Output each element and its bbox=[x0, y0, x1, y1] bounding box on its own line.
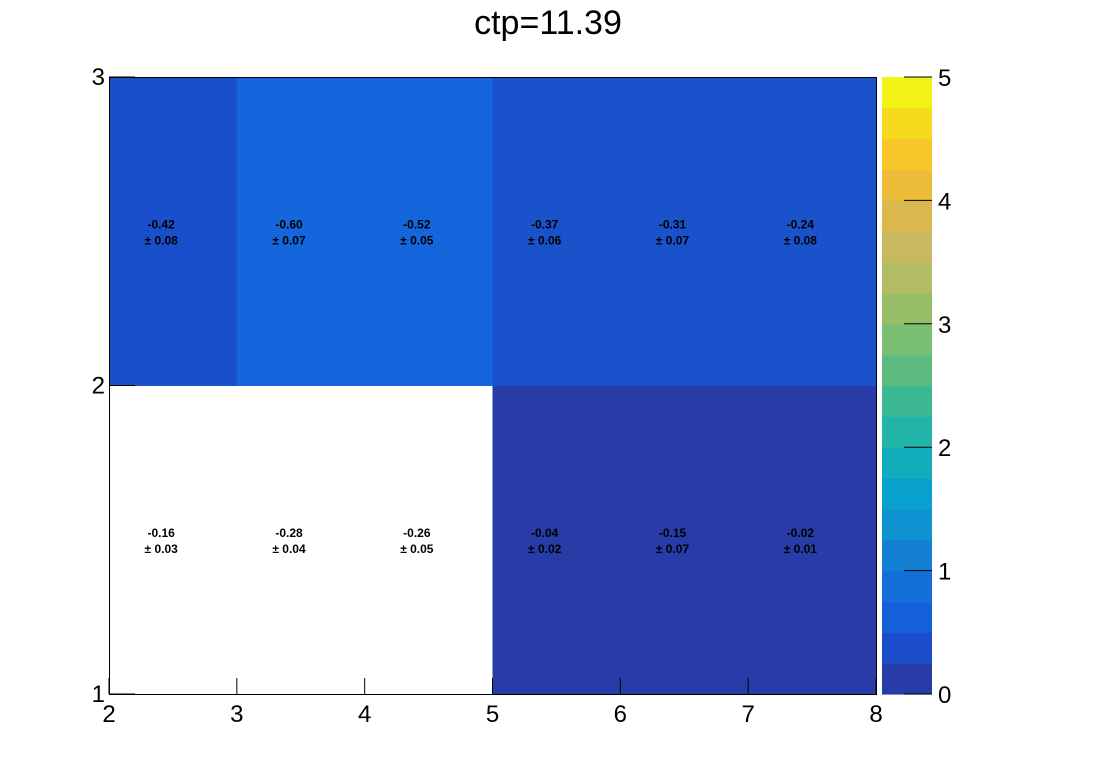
colorbar: 0 1 2 3 4 5 bbox=[882, 65, 951, 709]
y-axis: 1 2 3 bbox=[92, 64, 135, 708]
x-axis: 2 3 4 5 6 7 8 bbox=[102, 678, 883, 728]
cell-error-label: ± 0.01 bbox=[784, 542, 818, 556]
colorbar-segment bbox=[882, 570, 932, 603]
heatmap-cell bbox=[364, 77, 493, 386]
cell-value-label: -0.52 bbox=[403, 217, 431, 231]
cell-error-label: ± 0.07 bbox=[656, 542, 690, 556]
colorbar-segment bbox=[882, 169, 932, 201]
heatmap-cell bbox=[492, 385, 621, 695]
colorbar-tick-label: 0 bbox=[938, 682, 951, 709]
cell-error-label: ± 0.07 bbox=[656, 233, 690, 247]
x-tick-label: 5 bbox=[486, 701, 499, 728]
colorbar-segment bbox=[882, 354, 932, 387]
colorbar-segment bbox=[882, 416, 932, 448]
heatmap-cell bbox=[492, 77, 621, 386]
x-tick-label: 7 bbox=[741, 701, 754, 728]
heatmap-cell bbox=[748, 385, 877, 695]
heatmap-cell bbox=[620, 385, 749, 695]
heatmap-cell bbox=[109, 77, 238, 386]
cell-value-label: -0.04 bbox=[531, 526, 559, 540]
cell-value-label: -0.60 bbox=[275, 217, 303, 231]
cell-value-label: -0.42 bbox=[148, 217, 176, 231]
cell-error-label: ± 0.06 bbox=[528, 233, 562, 247]
cell-value-label: -0.26 bbox=[403, 526, 431, 540]
colorbar-segment bbox=[882, 292, 932, 325]
cell-error-label: ± 0.08 bbox=[145, 233, 179, 247]
x-tick-label: 6 bbox=[614, 701, 627, 728]
cell-value-label: -0.28 bbox=[275, 526, 303, 540]
chart-title: ctp=11.39 bbox=[474, 4, 622, 42]
colorbar-segment bbox=[882, 508, 932, 541]
colorbar-segment bbox=[882, 663, 932, 695]
colorbar-segment bbox=[882, 200, 932, 232]
colorbar-segment bbox=[882, 231, 932, 263]
cell-value-label: -0.15 bbox=[659, 526, 687, 540]
y-tick-label: 1 bbox=[92, 681, 105, 708]
cell-labels: -0.16 ± 0.03 -0.28 ± 0.04 -0.26 ± 0.05 -0.04 ± … bbox=[145, 217, 818, 556]
cell-value-label: -0.31 bbox=[659, 217, 687, 231]
y-tick-label: 3 bbox=[92, 64, 105, 91]
colorbar-segment bbox=[882, 601, 932, 633]
colorbar-segment bbox=[882, 385, 932, 417]
cell-value-label: -0.02 bbox=[787, 526, 815, 540]
x-tick-label: 3 bbox=[230, 701, 243, 728]
cell-error-label: ± 0.03 bbox=[145, 542, 179, 556]
heatmap-cells bbox=[109, 77, 877, 695]
heatmap-cell bbox=[236, 385, 366, 695]
heatmap-cell bbox=[748, 77, 877, 386]
cell-value-label: -0.37 bbox=[531, 217, 559, 231]
heatmap-cell bbox=[364, 385, 493, 695]
colorbar-segment bbox=[882, 77, 932, 109]
cell-error-label: ± 0.07 bbox=[272, 233, 306, 247]
y-tick-label: 2 bbox=[92, 373, 105, 400]
x-tick-label: 2 bbox=[102, 701, 115, 728]
colorbar-segment bbox=[882, 138, 932, 171]
heatmap-cell bbox=[620, 77, 749, 386]
colorbar-tick-label: 3 bbox=[938, 312, 951, 339]
colorbar-tick-label: 5 bbox=[938, 65, 951, 92]
colorbar-segment bbox=[882, 478, 932, 510]
x-tick-label: 4 bbox=[358, 701, 371, 728]
colorbar-segment bbox=[882, 632, 932, 664]
colorbar-tick-label: 2 bbox=[938, 435, 951, 462]
colorbar-segment bbox=[882, 447, 932, 479]
x-tick-label: 8 bbox=[869, 701, 882, 728]
cell-error-label: ± 0.05 bbox=[400, 233, 434, 247]
cell-error-label: ± 0.02 bbox=[528, 542, 562, 556]
cell-value-label: -0.16 bbox=[148, 526, 176, 540]
colorbar-tick-label: 4 bbox=[938, 188, 951, 215]
colorbar-segment bbox=[882, 539, 932, 572]
cell-error-label: ± 0.05 bbox=[400, 542, 434, 556]
heatmap-cell bbox=[109, 385, 238, 695]
colorbar-tick-label: 1 bbox=[938, 559, 951, 586]
colorbar-segment bbox=[882, 323, 932, 356]
cell-value-label: -0.24 bbox=[787, 217, 815, 231]
colorbar-segment bbox=[882, 262, 932, 294]
cell-error-label: ± 0.08 bbox=[784, 233, 818, 247]
cell-error-label: ± 0.04 bbox=[272, 542, 306, 556]
colorbar-segment bbox=[882, 107, 932, 140]
heatmap-cell bbox=[236, 77, 366, 386]
